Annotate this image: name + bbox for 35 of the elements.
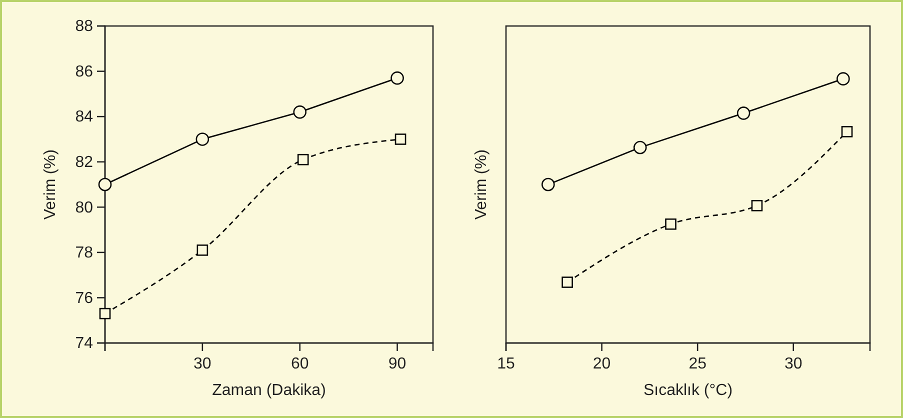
x-axis-title: Zaman (Dakika)	[212, 382, 326, 399]
point	[297, 154, 309, 166]
point	[98, 178, 112, 192]
y-axis-title: Verim (%)	[473, 149, 490, 220]
y-tick-label: 78	[75, 244, 94, 262]
x-tick-label: 60	[290, 355, 309, 372]
point	[196, 132, 210, 146]
point	[665, 218, 676, 230]
x-tick-label: 15	[497, 355, 515, 372]
point	[562, 276, 573, 288]
y-tick-label: 82	[75, 154, 94, 171]
point	[633, 140, 647, 154]
point	[99, 308, 111, 320]
y-tick-label: 84	[75, 108, 94, 126]
point	[541, 178, 555, 192]
y-tick-label: 80	[75, 199, 94, 216]
point	[390, 71, 404, 85]
point	[841, 126, 853, 138]
point	[196, 244, 208, 256]
y-tick-label: 76	[75, 290, 94, 307]
y-tick-label: 74	[75, 335, 94, 352]
point	[293, 105, 306, 119]
x-tick-label: 30	[194, 355, 212, 372]
y-axis-title: Verim (%)	[42, 149, 59, 220]
point	[394, 134, 406, 145]
y-tick-label: 86	[75, 63, 94, 80]
y-tick-label: 88	[75, 18, 94, 36]
x-axis-title: Sıcaklık (°C)	[643, 382, 733, 399]
point	[836, 72, 850, 86]
x-tick-label: 90	[388, 355, 406, 372]
x-tick-label: 20	[592, 355, 611, 372]
x-tick-label: 25	[688, 355, 707, 372]
x-tick-label: 30	[784, 355, 802, 372]
point	[751, 200, 763, 212]
point	[736, 106, 750, 120]
